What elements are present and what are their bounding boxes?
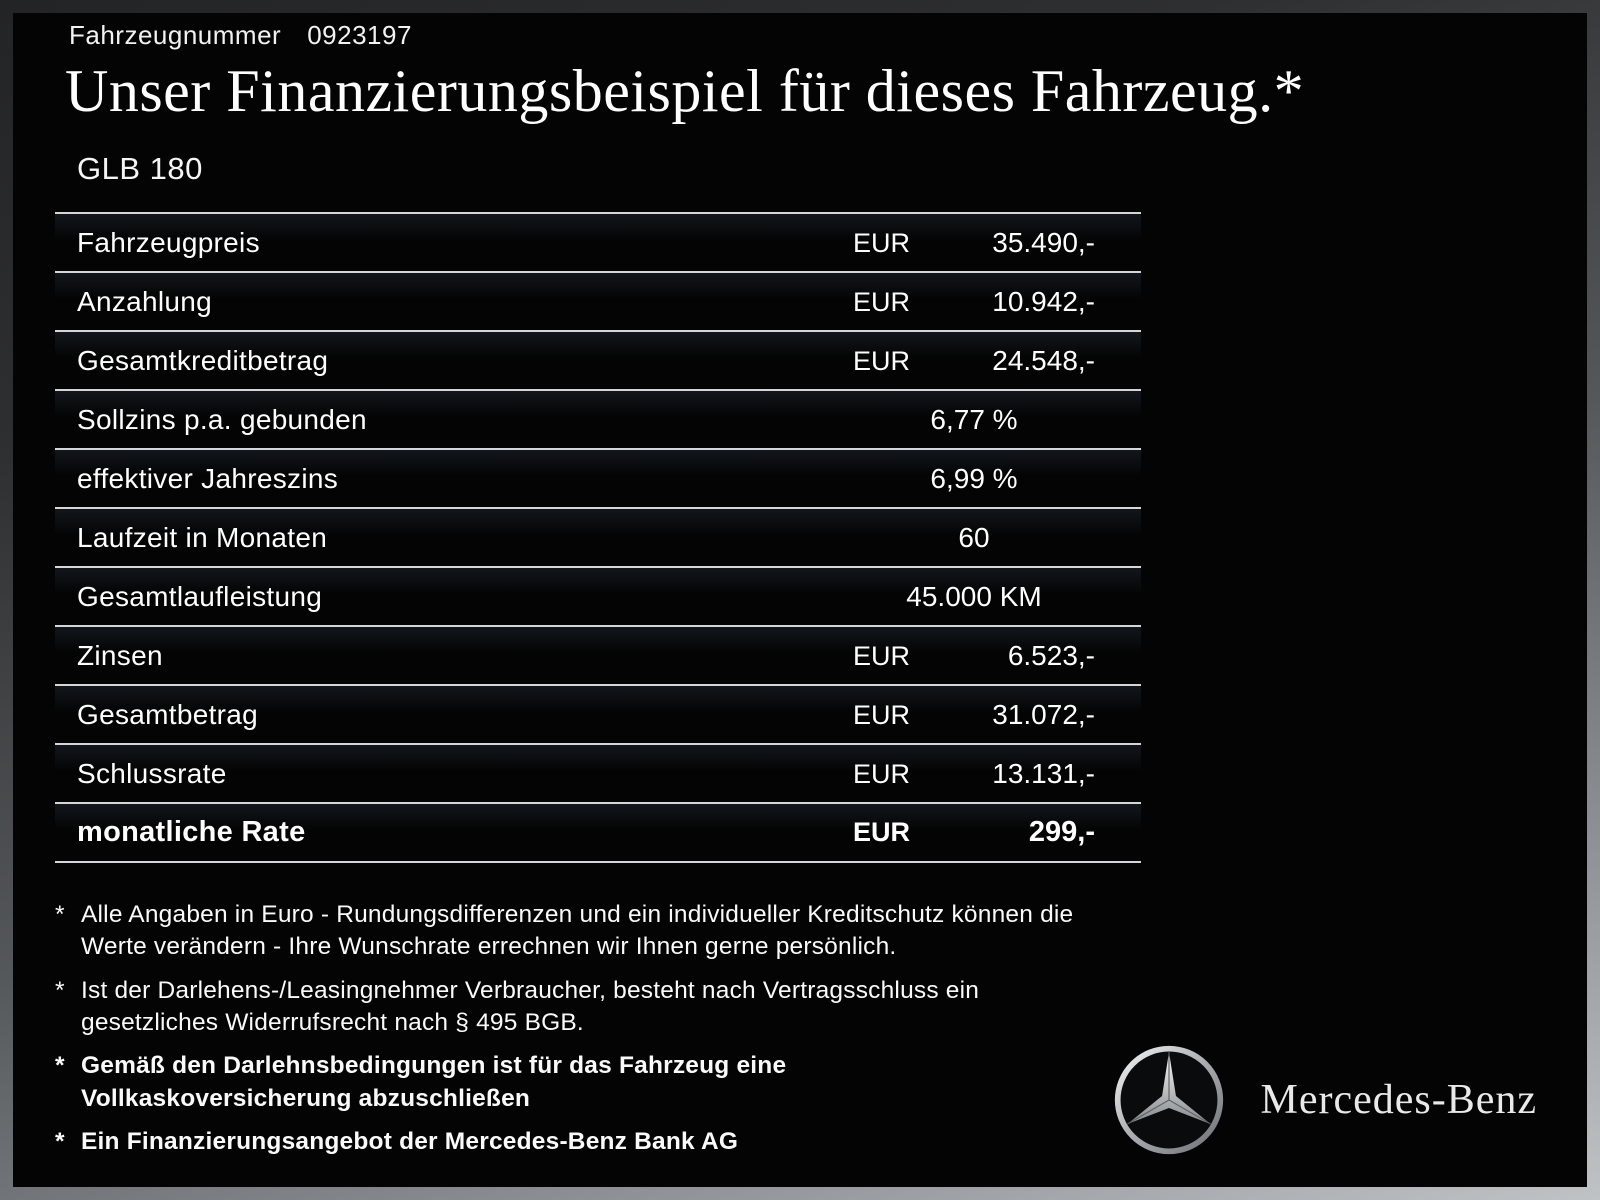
row-label: Fahrzeugpreis (77, 226, 260, 258)
row-value-group: 60 (853, 522, 1095, 554)
table-row: Fahrzeugpreis EUR 35.490,- (55, 212, 1141, 271)
table-row: Zinsen EUR 6.523,- (55, 625, 1141, 684)
brand-block: Mercedes-Benz (1112, 1043, 1537, 1157)
row-label: Anzahlung (77, 285, 213, 317)
row-value-group: 6,99 % (853, 463, 1095, 495)
row-label: Schlussrate (77, 757, 227, 789)
brand-wordmark: Mercedes-Benz (1260, 1077, 1537, 1123)
row-value: 35.490,- (992, 226, 1095, 258)
table-row: Gesamtkreditbetrag EUR 24.548,- (55, 330, 1141, 389)
model-name: GLB 180 (77, 151, 203, 186)
row-label: Zinsen (77, 639, 163, 671)
row-currency: EUR (853, 758, 911, 789)
page-title: Unser Finanzierungsbeispiel für dieses F… (65, 58, 1305, 124)
vehicle-number: Fahrzeugnummer 0923197 (69, 20, 412, 51)
finance-table: Fahrzeugpreis EUR 35.490,- Anzahlung EUR… (55, 212, 1141, 863)
row-label: Laufzeit in Monaten (77, 521, 328, 553)
row-value: 6,99 % (930, 462, 1018, 494)
row-label: effektiver Jahreszins (77, 462, 339, 494)
row-value-group: EUR 10.942,- (853, 286, 1095, 318)
row-label: Gesamtkreditbetrag (77, 344, 329, 376)
row-value: 6.523,- (1007, 639, 1095, 671)
table-row: Sollzins p.a. gebunden 6,77 % (55, 389, 1141, 448)
table-row: Gesamtbetrag EUR 31.072,- (55, 684, 1141, 743)
mercedes-star-icon (1115, 1045, 1224, 1155)
row-value-group: EUR 6.523,- (853, 640, 1095, 672)
row-currency: EUR (853, 640, 911, 671)
footnote: * Ist der Darlehens-/Leasingnehmer Verbr… (55, 975, 1165, 1040)
row-currency: EUR (853, 817, 911, 847)
table-row: effektiver Jahreszins 6,99 % (55, 448, 1141, 507)
row-value: 299,- (1028, 816, 1095, 848)
vehicle-number-label: Fahrzeugnummer (69, 20, 282, 50)
row-label: Sollzins p.a. gebunden (77, 403, 367, 435)
footnote-marker: * (55, 1127, 65, 1155)
footnote-marker: * (55, 901, 65, 928)
footnote-marker: * (55, 1052, 65, 1080)
row-currency: EUR (853, 345, 911, 376)
footnote: * Gemäß den Darlehnsbedingungen ist für … (55, 1050, 1165, 1115)
row-value: 10.942,- (992, 285, 1095, 317)
table-row: monatliche Rate EUR 299,- (55, 802, 1141, 861)
table-row: Schlussrate EUR 13.131,- (55, 743, 1141, 802)
table-row: Laufzeit in Monaten 60 (55, 507, 1141, 566)
row-value-group: 6,77 % (853, 404, 1095, 436)
row-currency: EUR (853, 227, 911, 258)
row-value-group: EUR 31.072,- (853, 699, 1095, 731)
table-row: Anzahlung EUR 10.942,- (55, 271, 1141, 330)
row-value-group: EUR 13.131,- (853, 758, 1095, 790)
footnotes: * Alle Angaben in Euro - Rundungsdiffere… (55, 899, 1165, 1169)
row-currency: EUR (853, 699, 911, 730)
footnote-text: Alle Angaben in Euro - Rundungsdifferenz… (81, 901, 1074, 961)
row-value: 31.072,- (992, 698, 1095, 730)
row-value: 13.131,- (992, 757, 1095, 789)
row-value-group: 45.000 KM (853, 581, 1095, 613)
row-value-group: EUR 299,- (853, 816, 1095, 849)
row-value-group: EUR 35.490,- (853, 227, 1095, 259)
footnote: * Ein Finanzierungsangebot der Mercedes-… (55, 1126, 1165, 1158)
row-value: 24.548,- (992, 344, 1095, 376)
footnote-text: Ist der Darlehens-/Leasingnehmer Verbrau… (81, 976, 980, 1036)
vehicle-number-value: 0923197 (307, 20, 412, 50)
row-value: 60 (958, 521, 990, 553)
footnote-text: Gemäß den Darlehnsbedingungen ist für da… (81, 1052, 787, 1112)
row-value: 45.000 KM (906, 580, 1042, 612)
row-label: monatliche Rate (77, 816, 306, 848)
row-value-group: EUR 24.548,- (853, 345, 1095, 377)
finance-offer-page: Fahrzeugnummer 0923197 Unser Finanzierun… (13, 13, 1587, 1187)
row-value: 6,77 % (930, 403, 1018, 435)
footnote-marker: * (55, 976, 65, 1004)
row-label: Gesamtlaufleistung (77, 580, 323, 612)
table-row: Gesamtlaufleistung 45.000 KM (55, 566, 1141, 625)
row-currency: EUR (853, 286, 911, 317)
row-label: Gesamtbetrag (77, 698, 259, 730)
footnote: * Alle Angaben in Euro - Rundungsdiffere… (55, 899, 1165, 964)
footnote-text: Ein Finanzierungsangebot der Mercedes-Be… (81, 1127, 739, 1155)
